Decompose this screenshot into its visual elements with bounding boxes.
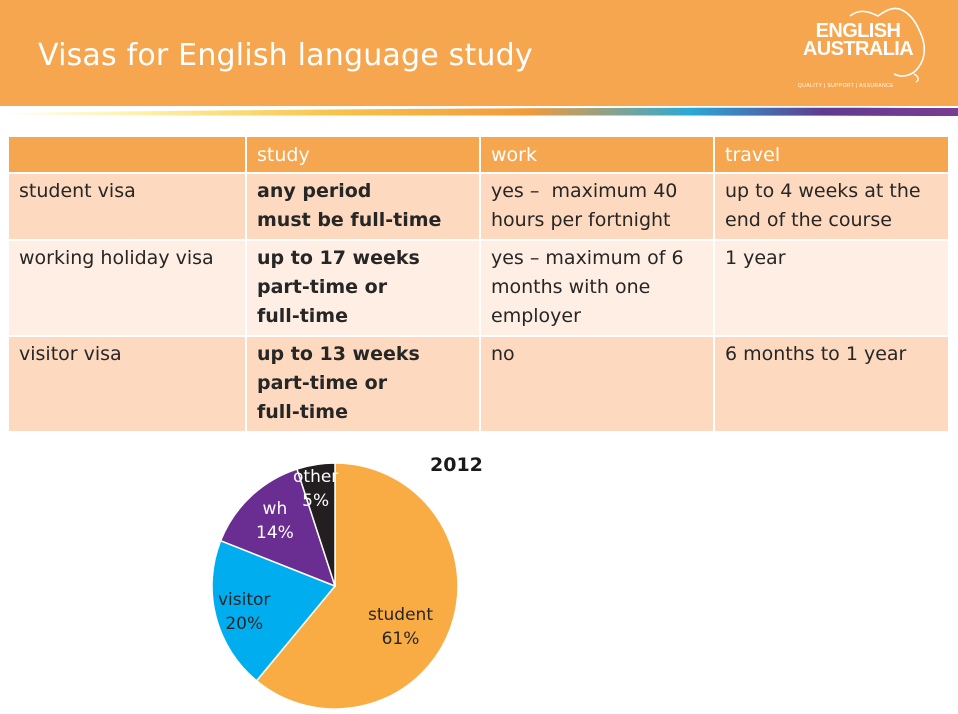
cell-line: full-time: [257, 401, 348, 423]
table-header-row: study work travel: [7, 135, 950, 174]
title-banner: [0, 0, 958, 106]
visa-type-cell: visitor visa: [7, 335, 247, 433]
slice-label-percent: 20%: [225, 614, 264, 634]
cell-line: part-time or: [257, 372, 388, 394]
cell-line: end of the course: [725, 209, 892, 231]
cell-line: up to 17 weeks: [257, 247, 420, 269]
travel-cell: up to 4 weeks at the end of the course: [713, 172, 950, 241]
slice-label-wh: wh 14%: [256, 497, 294, 545]
work-cell: yes – maximum 40 hours per fortnight: [479, 172, 715, 241]
slice-label-name: other: [293, 467, 339, 487]
cell-line: 1 year: [725, 247, 786, 269]
cell-line: months with one: [491, 276, 651, 298]
logo-line-1: ENGLISH: [815, 20, 901, 42]
australia-map-icon: [849, 7, 926, 83]
logo-tagline: QUALITY | SUPPORT | ASSURANCE: [798, 83, 894, 89]
study-cell: any period must be full-time: [245, 172, 481, 241]
slice-label-name: visitor: [218, 590, 271, 610]
cell-line: no: [491, 343, 515, 365]
slice-label-student: student 61%: [368, 603, 433, 651]
table-row-student-visa: student visa any period must be full-tim…: [7, 172, 950, 241]
pie-slice-student: [255, 462, 459, 710]
cell-line: up to 4 weeks at the: [725, 180, 921, 202]
cell-line: employer: [491, 305, 581, 327]
slice-label-percent: 5%: [302, 491, 330, 511]
slice-label-percent: 61%: [381, 629, 420, 649]
cell-line: part-time or: [257, 276, 388, 298]
work-cell: yes – maximum of 6 months with one emplo…: [479, 239, 715, 337]
visa-pie-chart: [211, 462, 459, 710]
cell-line: 6 months to 1 year: [725, 343, 907, 365]
cell-line: yes – maximum 40: [491, 180, 678, 202]
column-header-work: work: [479, 135, 715, 174]
cell-line: up to 13 weeks: [257, 343, 420, 365]
visa-type-cell: student visa: [7, 172, 247, 241]
cell-line: yes – maximum of 6: [491, 247, 684, 269]
column-header-visa: [7, 135, 247, 174]
cell-line: hours per fortnight: [491, 209, 671, 231]
travel-cell: 6 months to 1 year: [713, 335, 950, 433]
slice-label-name: wh: [262, 499, 288, 519]
table-row-visitor-visa: visitor visa up to 13 weeks part-time or…: [7, 335, 950, 433]
decorative-stripe: [0, 107, 958, 116]
cell-line: must be full-time: [257, 209, 442, 231]
visa-type-cell: working holiday visa: [7, 239, 247, 337]
pie-slice-visitor: [211, 539, 337, 682]
slide-title: Visas for English language study: [38, 38, 533, 73]
visa-comparison-table: study work travel student visa any perio…: [7, 135, 950, 433]
work-cell: no: [479, 335, 715, 433]
slice-label-name: student: [368, 605, 433, 625]
cell-line: full-time: [257, 305, 348, 327]
cell-line: any period: [257, 180, 372, 202]
pie-slice-other: [296, 462, 336, 587]
table-row-working-holiday-visa: working holiday visa up to 17 weeks part…: [7, 239, 950, 337]
study-cell: up to 13 weeks part-time or full-time: [245, 335, 481, 433]
column-header-study: study: [245, 135, 481, 174]
slice-label-visitor: visitor 20%: [218, 588, 270, 636]
logo-wordmark: ENGLISH AUSTRALIA: [800, 20, 916, 60]
logo-line-2: AUSTRALIA: [802, 38, 914, 60]
travel-cell: 1 year: [713, 239, 950, 337]
study-cell: up to 17 weeks part-time or full-time: [245, 239, 481, 337]
slice-label-other: other 5%: [293, 465, 338, 513]
chart-title: 2012: [430, 454, 483, 476]
slice-label-percent: 14%: [256, 523, 294, 543]
column-header-travel: travel: [713, 135, 950, 174]
english-australia-logo: ENGLISH AUSTRALIA QUALITY | SUPPORT | AS…: [794, 4, 944, 100]
